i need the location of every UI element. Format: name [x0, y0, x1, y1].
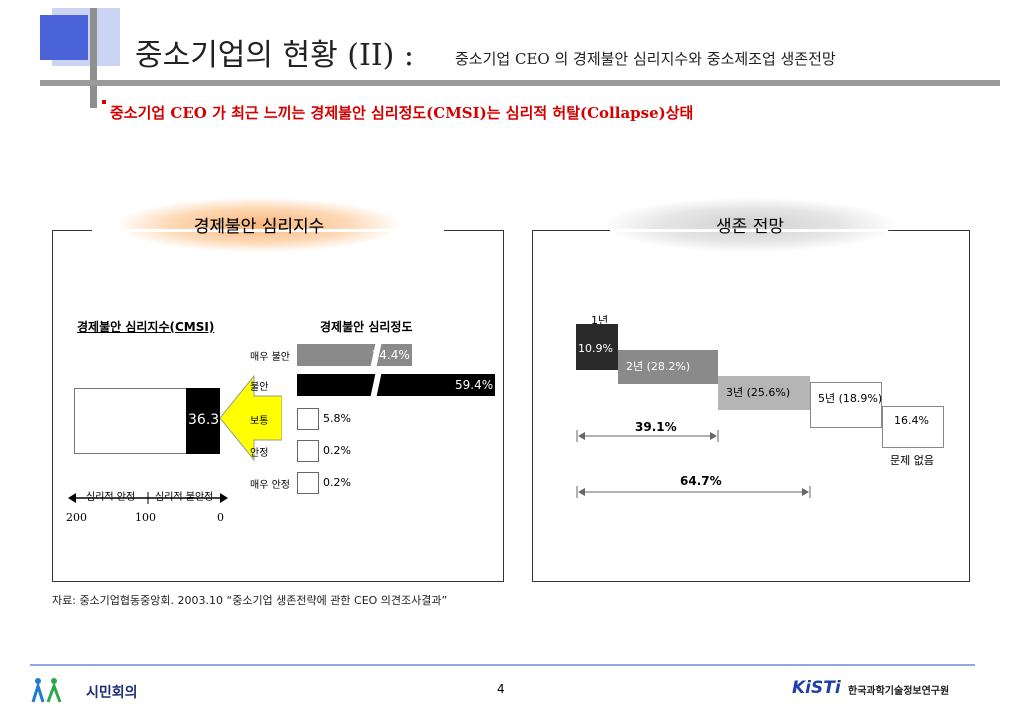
- header-decoration-blue-square: [40, 15, 88, 60]
- page-number: 4: [497, 682, 505, 696]
- degree-chart: 매우 불안 34.4% 불안 59.4% 보통 5.8% 안정 0.2% 매우 안정 0.2%: [250, 338, 500, 498]
- cmsi-panel-title-text: 경제불안 심리지수: [193, 217, 325, 237]
- degree-value-label: 0.2%: [323, 476, 351, 489]
- cmsi-axis-tick-200: 200: [66, 511, 87, 524]
- summary-text: 중소기업 CEO 가 최근 느끼는 경제불안 심리정도(CMSI)는 심리적 허…: [110, 104, 694, 122]
- cumulative-label-64: 64.7%: [680, 474, 722, 488]
- cmsi-axis-arrow: [68, 492, 228, 504]
- cmsi-axis-tick-0: 0: [217, 511, 224, 524]
- people-logo-icon: [31, 678, 62, 703]
- cmsi-axis-right-label: 심리적 불안정: [155, 492, 214, 503]
- bullet-icon: [102, 100, 106, 104]
- cumulative-label-39: 39.1%: [635, 420, 677, 434]
- page-title: 중소기업의 현황 (II) :: [135, 38, 415, 73]
- degree-chart-heading: 경제불안 심리정도: [320, 320, 413, 334]
- survival-step-label: 16.4%: [894, 414, 929, 427]
- survival-step-label: 3년 (25.6%): [726, 386, 791, 399]
- page-subtitle: 중소기업 CEO 의 경제불안 심리지수와 중소제조업 생존전망: [455, 50, 836, 68]
- survival-top-label: 1년: [591, 314, 609, 327]
- degree-bar: [297, 472, 319, 494]
- right-logo-mark: KiSTi: [792, 678, 841, 698]
- survival-step: [576, 324, 618, 370]
- cmsi-title-mask: [92, 229, 444, 232]
- survival-panel-title: 생존 전망: [716, 217, 784, 237]
- right-logo-org-name: 한국과학기술정보연구원: [848, 686, 950, 697]
- cmsi-index-heading: 경제불안 심리지수(CMSI): [77, 320, 215, 334]
- left-logo-text: 시민회의: [86, 685, 138, 701]
- cmsi-panel-title-glow: [118, 198, 400, 252]
- footer-divider: [30, 664, 975, 666]
- survival-step: [882, 406, 944, 448]
- survival-title-mask: [610, 229, 888, 232]
- cumulative-arrow-64: [576, 486, 811, 498]
- arrow-left-icon: [220, 374, 282, 462]
- degree-bar: [297, 344, 412, 366]
- survival-step-label: 10.9%: [578, 342, 613, 355]
- survival-step: [810, 382, 882, 428]
- survival-step: [718, 376, 810, 410]
- left-logo: 시민회의: [30, 676, 180, 706]
- cmsi-panel-title: 경제불안 심리지수: [193, 217, 325, 237]
- survival-panel-title-glow: [605, 198, 895, 252]
- degree-bar: [297, 440, 319, 462]
- survival-chart: 10.9% 2년 (28.2%) 3년 (25.6%) 5년 (18.9%) 16.4%: [576, 324, 956, 490]
- degree-category-label: 안정: [250, 448, 269, 459]
- degree-bar: [297, 374, 495, 396]
- degree-category-label: 보통: [250, 416, 269, 427]
- degree-category-label: 불안: [250, 382, 269, 393]
- degree-category-label: 매우 불안: [250, 352, 290, 363]
- header-decoration-horizontal-bar: [40, 80, 1000, 86]
- cmsi-axis-left-label: 심리적 안정: [86, 492, 136, 503]
- header-decoration-vertical-bar: [90, 8, 97, 108]
- right-logo: KiSTi 한국과학기술정보연구원: [792, 676, 992, 706]
- degree-bar: [297, 408, 319, 430]
- degree-value-label: 34.4%: [371, 348, 410, 362]
- cmsi-index-fill: [186, 388, 220, 454]
- survival-step: [618, 350, 718, 384]
- degree-value-label: 5.8%: [323, 412, 351, 425]
- cmsi-index-value: 36.3: [188, 412, 220, 428]
- degree-category-label: 매우 안정: [250, 480, 290, 491]
- source-note: 자료: 중소기업협동중앙회. 2003.10 “중소기업 생존전략에 관한 CE…: [52, 594, 448, 607]
- survival-step-label: 5년 (18.9%): [818, 392, 883, 405]
- degree-value-label: 0.2%: [323, 444, 351, 457]
- cumulative-arrow-39: [576, 430, 719, 442]
- cmsi-axis-tick-100: 100: [135, 511, 156, 524]
- degree-value-label: 59.4%: [455, 378, 494, 392]
- survival-step-label: 2년 (28.2%): [626, 360, 691, 373]
- survival-bottom-label: 문제 없음: [890, 454, 934, 467]
